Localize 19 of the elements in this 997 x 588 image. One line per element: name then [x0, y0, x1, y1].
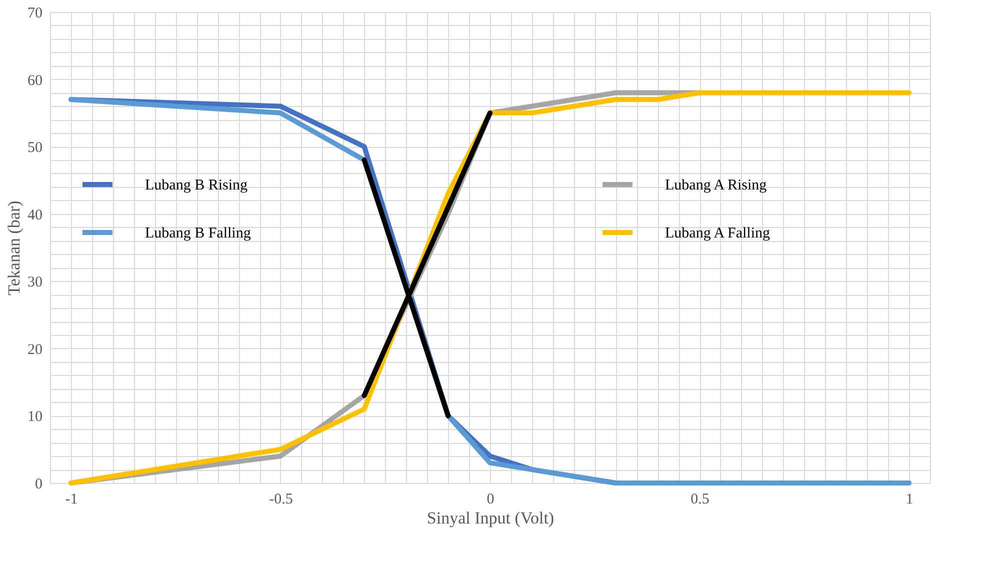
y-tick-label: 20	[28, 342, 42, 358]
y-tick-label: 70	[28, 6, 42, 22]
legend-label: Lubang B Falling	[145, 226, 252, 242]
y-tick-label: 10	[28, 409, 42, 426]
x-tick-label: 0.5	[690, 492, 710, 508]
y-tick-label: 60	[28, 72, 42, 89]
x-tick-label: 1	[906, 492, 914, 508]
y-axis-title: Tekanan (bar)	[4, 200, 24, 296]
x-tick-label: 0	[486, 492, 494, 508]
y-tick-label: 40	[28, 207, 42, 224]
y-tick-label: 30	[28, 274, 42, 291]
y-tick-label: 0	[35, 476, 42, 492]
x-tick-label: -0.5	[269, 492, 293, 508]
y-tick-label: 50	[28, 140, 42, 156]
x-tick-label: -1	[65, 492, 78, 508]
legend-label: Lubang A Falling	[665, 226, 770, 242]
legend-label: Lubang A Rising	[665, 178, 768, 194]
legend-label: Lubang B Rising	[145, 178, 248, 194]
x-axis-title: Sinyal Input (Volt)	[426, 508, 554, 528]
